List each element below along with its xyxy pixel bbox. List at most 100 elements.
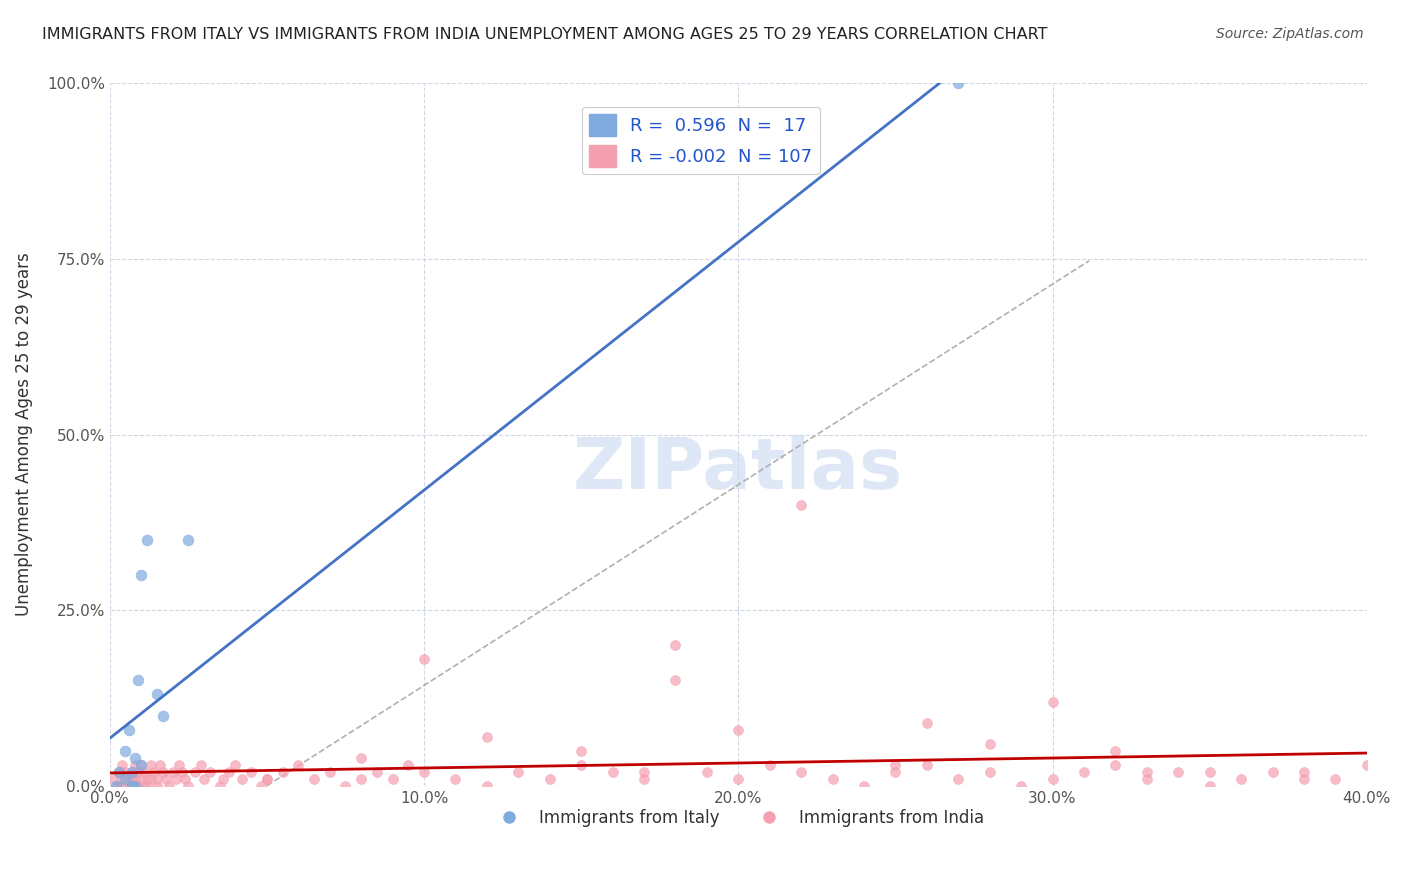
Point: [121, 779, 143, 793]
Y-axis label: Unemployment Among Ages 25 to 29 years: Unemployment Among Ages 25 to 29 years: [15, 252, 32, 616]
Point: [117, 723, 139, 737]
Point: [1042, 694, 1064, 708]
Point: [979, 764, 1001, 779]
Legend: Immigrants from Italy, Immigrants from India: Immigrants from Italy, Immigrants from I…: [485, 802, 991, 834]
Text: IMMIGRANTS FROM ITALY VS IMMIGRANTS FROM INDIA UNEMPLOYMENT AMONG AGES 25 TO 29 : IMMIGRANTS FROM ITALY VS IMMIGRANTS FROM…: [42, 27, 1047, 42]
Point: [177, 533, 200, 547]
Point: [664, 673, 686, 688]
Point: [105, 779, 128, 793]
Point: [884, 764, 907, 779]
Point: [129, 772, 152, 786]
Point: [1073, 764, 1095, 779]
Point: [1010, 779, 1032, 793]
Point: [190, 757, 212, 772]
Point: [105, 779, 128, 793]
Point: [1292, 772, 1315, 786]
Point: [121, 764, 143, 779]
Point: [1198, 764, 1220, 779]
Point: [114, 779, 136, 793]
Point: [444, 772, 467, 786]
Point: [165, 772, 187, 786]
Point: [134, 764, 156, 779]
Point: [170, 764, 193, 779]
Point: [1292, 764, 1315, 779]
Point: [152, 764, 174, 779]
Point: [1104, 757, 1126, 772]
Point: [121, 772, 143, 786]
Point: [108, 779, 131, 793]
Point: [155, 772, 177, 786]
Point: [149, 757, 172, 772]
Text: Source: ZipAtlas.com: Source: ZipAtlas.com: [1216, 27, 1364, 41]
Point: [124, 750, 146, 764]
Point: [1167, 764, 1189, 779]
Point: [1261, 764, 1284, 779]
Point: [1136, 772, 1159, 786]
Point: [396, 757, 419, 772]
Point: [177, 779, 200, 793]
Point: [174, 772, 197, 786]
Point: [413, 652, 436, 666]
Point: [167, 757, 190, 772]
Point: [790, 498, 813, 512]
Point: [256, 772, 278, 786]
Point: [146, 772, 169, 786]
Point: [302, 772, 325, 786]
Point: [271, 764, 294, 779]
Point: [139, 757, 162, 772]
Point: [139, 772, 162, 786]
Point: [696, 764, 718, 779]
Point: [136, 772, 159, 786]
Point: [948, 77, 970, 91]
Point: [727, 723, 749, 737]
Point: [146, 688, 169, 702]
Point: [979, 737, 1001, 751]
Point: [538, 772, 561, 786]
Point: [475, 779, 498, 793]
Point: [508, 764, 530, 779]
Point: [664, 638, 686, 652]
Point: [790, 764, 813, 779]
Point: [633, 764, 655, 779]
Point: [114, 772, 136, 786]
Point: [121, 764, 143, 779]
Point: [117, 772, 139, 786]
Point: [108, 764, 131, 779]
Point: [114, 744, 136, 758]
Point: [633, 772, 655, 786]
Point: [121, 779, 143, 793]
Point: [1355, 757, 1378, 772]
Point: [193, 772, 215, 786]
Point: [381, 772, 404, 786]
Point: [136, 533, 159, 547]
Point: [208, 779, 231, 793]
Point: [146, 779, 169, 793]
Text: ZIPatlas: ZIPatlas: [574, 435, 903, 504]
Point: [1324, 772, 1347, 786]
Point: [129, 757, 152, 772]
Point: [1104, 744, 1126, 758]
Point: [108, 764, 131, 779]
Point: [101, 772, 124, 786]
Point: [569, 757, 592, 772]
Point: [114, 764, 136, 779]
Point: [111, 772, 134, 786]
Point: [212, 772, 235, 786]
Point: [1042, 772, 1064, 786]
Point: [142, 764, 165, 779]
Point: [569, 744, 592, 758]
Point: [218, 764, 240, 779]
Point: [884, 757, 907, 772]
Point: [111, 757, 134, 772]
Point: [256, 772, 278, 786]
Point: [134, 779, 156, 793]
Point: [727, 772, 749, 786]
Point: [231, 772, 253, 786]
Point: [821, 772, 844, 786]
Point: [948, 772, 970, 786]
Point: [287, 757, 309, 772]
Point: [249, 779, 271, 793]
Point: [127, 764, 149, 779]
Point: [152, 708, 174, 723]
Point: [117, 779, 139, 793]
